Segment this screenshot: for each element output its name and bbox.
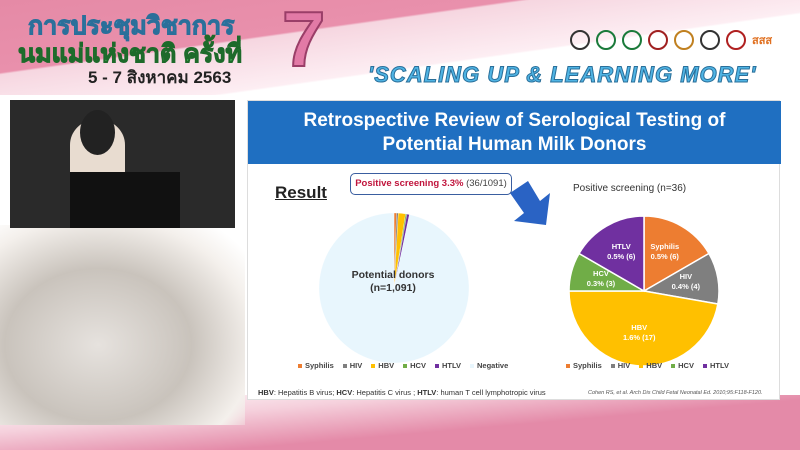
arrow-icon: [510, 181, 550, 225]
right-legend: Syphilis HIV HBV HCV HTLV: [566, 361, 729, 370]
callout-count: (36/1091): [466, 178, 507, 189]
legend-item: HBV: [639, 361, 662, 370]
pie-slice-htlv: [578, 215, 645, 293]
logo-icon: [622, 30, 642, 50]
citation: Cohen RS, et al. Arch Dis Child Fetal Ne…: [588, 390, 763, 396]
left-pie-label1: Potential donors: [351, 269, 435, 281]
logo-icon: [570, 30, 590, 50]
slice-label: Syphilis 0.5% (6): [650, 242, 680, 262]
legend-item: HCV: [403, 361, 426, 370]
left-pie-label2: (n=1,091): [370, 282, 416, 294]
result-heading: Result: [275, 183, 327, 202]
legend-item: Negative: [470, 361, 508, 370]
slide-title: Retrospective Review of Serological Test…: [248, 101, 781, 164]
sponsor-logos: สสส: [570, 30, 772, 52]
logo-icon: [596, 30, 616, 50]
slide-title-line1: Retrospective Review of Serological Test…: [303, 110, 726, 131]
edition-number: 7: [281, 0, 326, 84]
logo-icon: [700, 30, 720, 50]
conference-banner: [0, 0, 800, 95]
slice-label: HCV 0.3% (3): [586, 268, 616, 288]
slice-label: HIV 0.4% (4): [671, 272, 700, 292]
legend-item: HBV: [371, 361, 394, 370]
slide-title-line2: Potential Human Milk Donors: [382, 134, 647, 155]
slice-label: HBV 1.6% (17): [622, 323, 656, 343]
logo-icon: [726, 30, 746, 50]
legend-item: HIV: [342, 361, 362, 370]
legend-item: HTLV: [702, 361, 729, 370]
legend-item: HCV: [671, 361, 694, 370]
pie-charts: [318, 181, 720, 367]
conference-date: 5 - 7 สิงหาคม 2563: [88, 68, 232, 87]
slice-label: HTLV 0.5% (6): [607, 242, 636, 262]
child-photo: [0, 225, 245, 425]
presentation-slide: Retrospective Review of Serological Test…: [247, 100, 781, 400]
pie-slice-negative: [318, 212, 470, 364]
pie-slice-syphilis: [643, 215, 710, 293]
conference-title-line2: นมแม่แห่งชาติ ครั้งที่: [18, 40, 243, 69]
right-chart-title: Positive screening (n=36): [573, 183, 687, 194]
sss-logo: สสส: [752, 35, 773, 47]
logo-icon: [648, 30, 668, 50]
legend-item: Syphilis: [566, 361, 602, 370]
speaker-video: [10, 100, 235, 228]
legend-item: Syphilis: [298, 361, 334, 370]
footnote: HBV: Hepatitis B virus; HCV: Hepatitis C…: [258, 388, 546, 397]
logo-icon: [674, 30, 694, 50]
callout-bold: Positive screening 3.3%: [355, 178, 464, 189]
positive-screening-callout: Positive screening 3.3% (36/1091): [350, 173, 512, 195]
pie-slice-hbv: [568, 290, 719, 367]
legend-item: HTLV: [434, 361, 461, 370]
legend-item: HIV: [610, 361, 630, 370]
left-legend: Syphilis HIV HBV HCV HTLV Negative: [298, 361, 508, 370]
conference-title-line1: การประชุมวิชาการ: [27, 12, 235, 41]
slogan: 'SCALING UP & LEARNING MORE': [367, 62, 757, 88]
